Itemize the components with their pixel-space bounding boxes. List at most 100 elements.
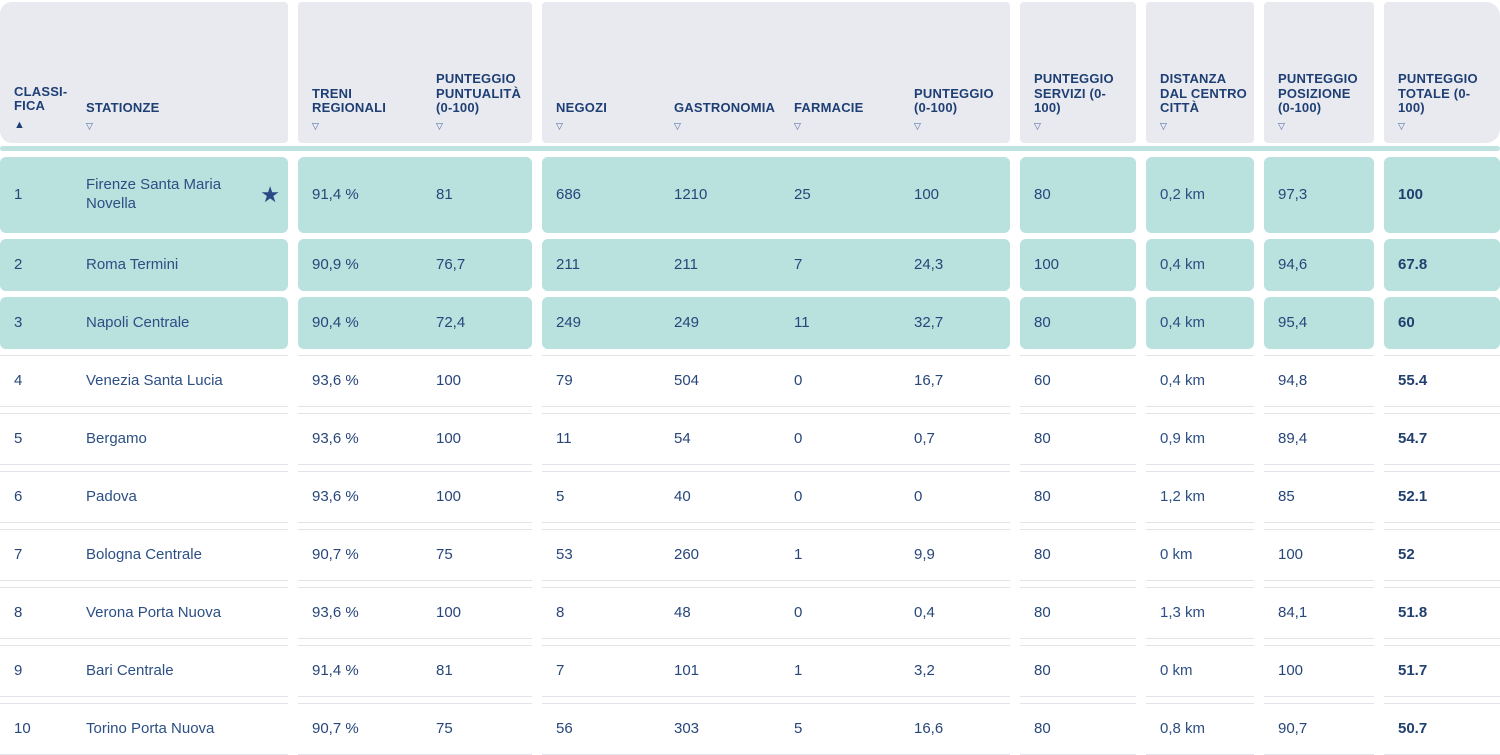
table-row[interactable]: 7 Bologna Centrale 90,7 % 75 53 260 1 9,… (0, 529, 1500, 581)
table-row[interactable]: 8 Verona Porta Nuova 93,6 % 100 8 48 0 0… (0, 587, 1500, 639)
punteggio-value: 100 (914, 185, 940, 203)
sort-icon[interactable]: ▽ (1160, 121, 1168, 131)
farmacie-value: 25 (794, 185, 811, 203)
column-label: PUNTEGGIO SERVIZI (0-100) (1034, 70, 1114, 116)
row-segment-rank-station: 1 Firenze Santa Maria Novella ★ (0, 157, 288, 233)
row-segment-servizi-commerciali: 249 249 11 32,7 (542, 297, 1010, 349)
punteggio-servizi-value: 80 (1034, 429, 1051, 447)
column-header-punteggio-totale[interactable]: PUNTEGGIO TOTALE (0-100) ▽ (1384, 71, 1500, 143)
punteggio-puntualita-value: 75 (436, 545, 453, 563)
sort-asc-icon[interactable]: ▲ (14, 119, 26, 131)
sort-icon[interactable]: ▽ (1034, 121, 1042, 131)
header-group-distanza: DISTANZA DAL CENTRO CITTÀ ▽ (1146, 2, 1254, 143)
column-label: FARMACIE (794, 100, 864, 116)
rank-value: 8 (14, 603, 23, 621)
station-cell: Verona Porta Nuova (80, 604, 288, 623)
distanza-value: 0 km (1160, 545, 1193, 563)
column-header-punteggio[interactable]: PUNTEGGIO (0-100) ▽ (900, 86, 1010, 143)
sort-icon[interactable]: ▽ (436, 121, 444, 131)
negozi-value: 249 (556, 313, 582, 331)
negozi-value: 211 (556, 255, 580, 273)
farmacie-value: 0 (794, 429, 803, 447)
row-segment-servizi-commerciali: 211 211 7 24,3 (542, 239, 1010, 291)
gastronomia-value: 211 (674, 255, 698, 273)
column-header-stationze[interactable]: STATIONZE ▽ (80, 100, 288, 143)
punteggio-totale-value: 100 (1398, 185, 1424, 203)
distanza-value: 0,2 km (1160, 185, 1206, 203)
punteggio-posizione-value: 100 (1278, 661, 1304, 679)
table-row[interactable]: 10 Torino Porta Nuova 90,7 % 75 56 303 5… (0, 703, 1500, 755)
gastronomia-value: 504 (674, 371, 700, 389)
column-header-punteggio-servizi[interactable]: PUNTEGGIO SERVIZI (0-100) ▽ (1020, 70, 1136, 143)
column-header-distanza-centro[interactable]: DISTANZA DAL CENTRO CITTÀ ▽ (1146, 70, 1254, 143)
negozi-value: 5 (556, 487, 565, 505)
treni-regionali-value: 91,4 % (312, 185, 359, 203)
punteggio-servizi-value: 60 (1034, 371, 1051, 389)
negozi-value: 686 (556, 185, 582, 203)
row-segment-servizi-commerciali: 53 260 1 9,9 (542, 529, 1010, 581)
row-segment-rank-station: 5 Bergamo (0, 413, 288, 465)
gastronomia-value: 1210 (674, 185, 708, 203)
table-row[interactable]: 1 Firenze Santa Maria Novella ★ 91,4 % 8… (0, 157, 1500, 233)
column-header-gastronomia[interactable]: GASTRONOMIA ▽ (660, 100, 780, 143)
column-label: DISTANZA DAL CENTRO CITTÀ (1160, 70, 1247, 116)
negozi-value: 79 (556, 371, 573, 389)
sort-icon[interactable]: ▽ (674, 121, 682, 131)
column-header-negozi[interactable]: NEGOZI ▽ (542, 100, 660, 143)
station-cell: Bari Centrale (80, 662, 288, 681)
row-segment-totale: 51.8 (1384, 587, 1500, 639)
distanza-value: 0 km (1160, 661, 1193, 679)
row-segment-posizione: 95,4 (1264, 297, 1374, 349)
sort-icon[interactable]: ▽ (794, 121, 802, 131)
farmacie-value: 11 (794, 313, 810, 331)
row-segment-treni: 91,4 % 81 (298, 157, 532, 233)
row-segment-servizi-commerciali: 5 40 0 0 (542, 471, 1010, 523)
column-header-classifica[interactable]: CLASSI- FICA ▲ (0, 84, 80, 143)
farmacie-value: 1 (794, 545, 803, 563)
punteggio-servizi-value: 80 (1034, 487, 1051, 505)
header-group-totale: PUNTEGGIO TOTALE (0-100) ▽ (1384, 2, 1500, 143)
row-segment-servizi: 100 (1020, 239, 1136, 291)
row-segment-treni: 90,9 % 76,7 (298, 239, 532, 291)
column-header-farmacie[interactable]: FARMACIE ▽ (780, 100, 900, 143)
sort-icon[interactable]: ▽ (1278, 121, 1286, 131)
header-group-servizi: PUNTEGGIO SERVIZI (0-100) ▽ (1020, 2, 1136, 143)
table-row[interactable]: 2 Roma Termini 90,9 % 76,7 211 211 7 24,… (0, 239, 1500, 291)
row-segment-rank-station: 8 Verona Porta Nuova (0, 587, 288, 639)
punteggio-servizi-value: 80 (1034, 545, 1051, 563)
row-segment-totale: 50.7 (1384, 703, 1500, 755)
sort-icon[interactable]: ▽ (1398, 121, 1406, 131)
row-segment-rank-station: 10 Torino Porta Nuova (0, 703, 288, 755)
sort-icon[interactable]: ▽ (312, 121, 320, 131)
punteggio-servizi-value: 100 (1034, 255, 1060, 273)
table-row[interactable]: 3 Napoli Centrale 90,4 % 72,4 249 249 11… (0, 297, 1500, 349)
row-segment-distanza: 1,2 km (1146, 471, 1254, 523)
gastronomia-value: 40 (674, 487, 691, 505)
row-segment-servizi-commerciali: 7 101 1 3,2 (542, 645, 1010, 697)
row-segment-servizi-commerciali: 79 504 0 16,7 (542, 355, 1010, 407)
table-row[interactable]: 6 Padova 93,6 % 100 5 40 0 0 80 1,2 km 8… (0, 471, 1500, 523)
negozi-value: 53 (556, 545, 573, 563)
table-row[interactable]: 5 Bergamo 93,6 % 100 11 54 0 0,7 80 0,9 … (0, 413, 1500, 465)
row-segment-rank-station: 2 Roma Termini (0, 239, 288, 291)
column-header-punteggio-puntualita[interactable]: PUNTEGGIO PUNTUALITÀ (0-100) ▽ (422, 71, 532, 143)
row-segment-servizi: 80 (1020, 471, 1136, 523)
row-segment-distanza: 0,9 km (1146, 413, 1254, 465)
rank-value: 5 (14, 429, 23, 447)
table-row[interactable]: 4 Venezia Santa Lucia 93,6 % 100 79 504 … (0, 355, 1500, 407)
row-segment-totale: 52 (1384, 529, 1500, 581)
table-accent-bar (0, 146, 1500, 151)
table-row[interactable]: 9 Bari Centrale 91,4 % 81 7 101 1 3,2 80… (0, 645, 1500, 697)
column-header-treni-regionali[interactable]: TRENI REGIONALI ▽ (298, 86, 422, 143)
sort-icon[interactable]: ▽ (914, 121, 922, 131)
punteggio-totale-value: 51.8 (1398, 603, 1428, 621)
row-segment-rank-station: 6 Padova (0, 471, 288, 523)
column-header-punteggio-posizione[interactable]: PUNTEGGIO POSIZIONE (0-100) ▽ (1264, 71, 1374, 143)
punteggio-posizione-value: 94,6 (1278, 255, 1308, 273)
row-segment-posizione: 85 (1264, 471, 1374, 523)
sort-icon[interactable]: ▽ (556, 121, 564, 131)
row-segment-distanza: 0,4 km (1146, 355, 1254, 407)
sort-icon[interactable]: ▽ (86, 121, 94, 131)
station-name: Bari Centrale (86, 661, 174, 679)
punteggio-puntualita-value: 100 (436, 487, 462, 505)
